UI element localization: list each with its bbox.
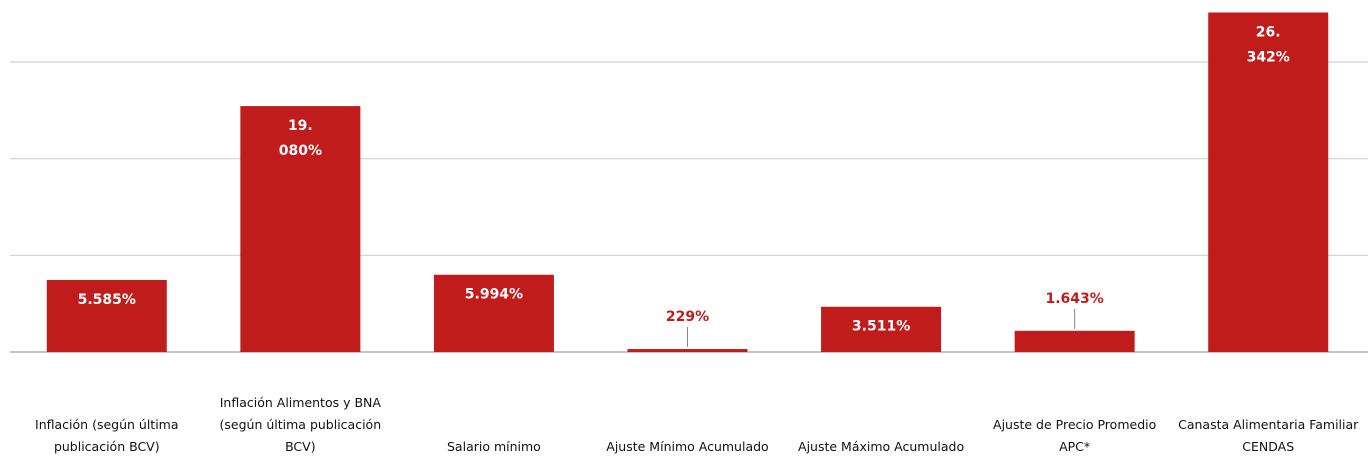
category-text: Ajuste de Precio Promedio APC* bbox=[993, 417, 1157, 454]
bar bbox=[433, 274, 554, 352]
data-label: 229% bbox=[666, 309, 709, 325]
x-tick-label: Salario mínimo bbox=[402, 378, 586, 458]
bar bbox=[46, 280, 167, 352]
x-tick-label: Ajuste Máximo Acumulado bbox=[789, 378, 973, 458]
bar bbox=[821, 306, 942, 352]
category-text: Canasta Alimentaria Familiar CENDAS bbox=[1178, 417, 1359, 454]
x-tick-label: Inflación (según última publicación BCV) bbox=[15, 378, 199, 458]
bar bbox=[240, 106, 361, 352]
x-tick-label: Inflación Alimentos y BNA (según última … bbox=[208, 378, 392, 458]
data-label: 5.585% bbox=[78, 292, 136, 308]
x-tick-label: Ajuste Mínimo Acumulado bbox=[596, 378, 780, 458]
category-text: Salario mínimo bbox=[447, 439, 541, 454]
bar bbox=[1014, 330, 1135, 352]
x-tick-label: Canasta Alimentaria Familiar CENDAS bbox=[1176, 378, 1360, 458]
category-text: Ajuste Mínimo Acumulado bbox=[606, 439, 769, 454]
data-label: 1.643% bbox=[1045, 291, 1103, 307]
data-label: 5.994% bbox=[465, 287, 523, 303]
category-text: Inflación Alimentos y BNA (según última … bbox=[219, 395, 382, 454]
data-label: 19. 080% bbox=[279, 118, 322, 159]
bar bbox=[627, 349, 748, 352]
bar bbox=[1208, 12, 1329, 352]
data-label: 3.511% bbox=[852, 319, 910, 335]
category-text: Ajuste Máximo Acumulado bbox=[798, 439, 965, 454]
category-text: Inflación (según última publicación BCV) bbox=[35, 417, 179, 454]
data-label: 26. 342% bbox=[1247, 24, 1290, 65]
x-tick-label: Ajuste de Precio Promedio APC* bbox=[983, 378, 1167, 458]
